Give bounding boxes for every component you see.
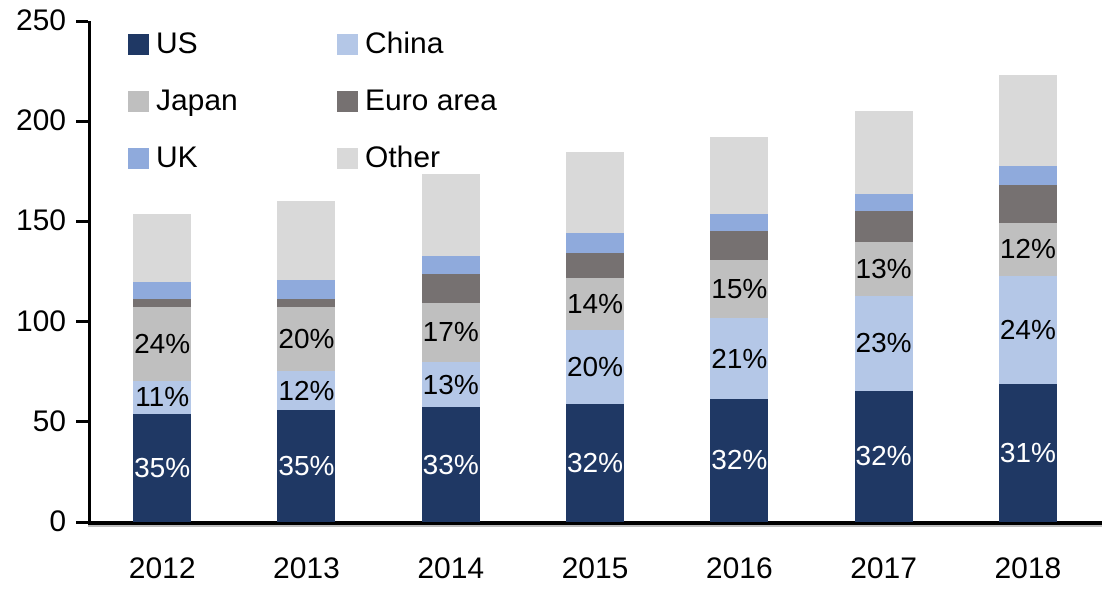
x-axis-shadow	[88, 525, 1102, 527]
bar-2012-segment-us	[133, 414, 192, 522]
bar-2018-segment-uk	[998, 166, 1057, 185]
x-tick-label-2018: 2018	[994, 552, 1062, 585]
bar-2018-segment-japan	[998, 222, 1057, 277]
x-tick-label-2016: 2016	[705, 552, 773, 585]
y-tick	[76, 119, 88, 123]
bar-2016-label-china: 21%	[711, 342, 768, 374]
bar-2014-segment-china	[421, 361, 480, 408]
bar-2013-segment-us	[277, 409, 336, 522]
x-tick-label-2015: 2015	[561, 552, 629, 585]
bar-2017-segment-us	[854, 390, 913, 522]
bar-2014-segment-us	[421, 407, 480, 522]
y-tick	[76, 520, 88, 524]
bar-2018-label-us: 31%	[999, 436, 1056, 468]
bar-2012-label-china: 11%	[135, 381, 190, 413]
x-tick-label-2017: 2017	[850, 552, 917, 585]
bar-2016-segment-us	[710, 398, 769, 522]
bar-2016-segment-japan	[710, 260, 769, 319]
legend-label-euro-area: Euro area	[365, 84, 497, 117]
bar-2015-label-china: 20%	[566, 350, 624, 382]
bar-2014-segment-other	[421, 174, 480, 256]
bar-2017-label-us: 32%	[855, 440, 912, 472]
bar-2015-segment-china	[566, 329, 624, 404]
bar-2016-segment-china	[710, 318, 769, 399]
bar-2016-segment-uk	[710, 214, 769, 232]
bar-2015-segment-uk	[566, 233, 624, 254]
y-tick	[76, 320, 88, 324]
y-tick	[76, 420, 88, 424]
bar-2014-label-china: 13%	[422, 368, 479, 400]
bar-2014-segment-japan	[421, 302, 480, 362]
bar-2013-label-china: 12%	[278, 374, 335, 406]
bar-2017-label-china: 23%	[855, 327, 912, 359]
bar-2017-segment-euro-area	[854, 211, 913, 243]
bar-2017-segment-uk	[854, 194, 913, 212]
x-tick-label-2014: 2014	[417, 552, 485, 585]
bar-2012-segment-euro-area	[133, 298, 192, 307]
y-tick-label: 0	[49, 505, 66, 538]
bar-2018-segment-china	[998, 276, 1057, 384]
bar-2016-label-us: 32%	[711, 444, 768, 476]
bar-2015-segment-japan	[566, 278, 624, 330]
bar-2012-segment-other	[133, 214, 192, 282]
bar-2017-segment-other	[854, 111, 913, 195]
bar-2018-segment-other	[998, 75, 1057, 167]
bar-2013-label-us: 35%	[278, 449, 335, 481]
bar-2018-segment-euro-area	[998, 184, 1057, 223]
bar-2014-segment-euro-area	[421, 273, 480, 303]
bar-2012-segment-china	[133, 380, 192, 415]
bar-2014-label-us: 33%	[422, 448, 479, 480]
bar-2017-label-japan: 13%	[855, 253, 912, 285]
bar-2013-segment-uk	[277, 280, 336, 300]
legend-label-other: Other	[365, 141, 441, 174]
bar-2016-label-japan: 15%	[711, 273, 768, 305]
bar-2014-segment-uk	[421, 255, 480, 274]
y-tick-label: 50	[32, 404, 66, 438]
bar-2013-segment-china	[277, 371, 336, 410]
legend-label-uk: UK	[156, 141, 198, 174]
legend-swatch-euro-area	[337, 91, 358, 112]
bar-2013-segment-japan	[277, 307, 336, 372]
bar-2015-segment-euro-area	[566, 253, 624, 279]
y-tick-label: 150	[15, 204, 66, 238]
y-tick	[76, 219, 88, 223]
bar-2013-segment-euro-area	[277, 299, 336, 308]
x-tick-label-2012: 2012	[128, 552, 196, 585]
legend-swatch-us	[128, 34, 149, 55]
bar-2015-label-japan: 14%	[566, 287, 624, 319]
bar-2012-segment-japan	[133, 306, 192, 381]
bar-2012-segment-uk	[133, 281, 192, 299]
bar-2017-segment-china	[854, 295, 913, 391]
legend-swatch-uk	[128, 148, 149, 169]
bar-2015-segment-us	[566, 403, 624, 522]
bar-2018-label-china: 24%	[999, 313, 1056, 345]
legend-label-japan: Japan	[156, 84, 238, 117]
bar-2015-segment-other	[566, 152, 624, 233]
bar-2018-segment-us	[998, 383, 1057, 522]
legend-label-us: US	[156, 27, 198, 60]
bar-2018-label-japan: 12%	[999, 233, 1056, 265]
bar-2013-label-japan: 20%	[278, 323, 335, 355]
y-tick-label: 200	[15, 104, 66, 138]
y-axis	[88, 21, 91, 526]
bar-2012-label-japan: 24%	[134, 327, 191, 359]
y-tick-label: 250	[15, 4, 66, 37]
bar-2016-segment-euro-area	[710, 231, 769, 261]
bar-2013-segment-other	[277, 201, 336, 281]
bar-2012-label-us: 35%	[134, 452, 191, 484]
legend-label-china: China	[365, 27, 444, 60]
bar-2017-segment-japan	[854, 242, 913, 296]
x-axis	[88, 521, 1102, 525]
legend-swatch-other	[337, 148, 358, 169]
legend-swatch-china	[337, 34, 358, 55]
y-tick-label: 100	[15, 304, 66, 338]
y-tick	[76, 19, 88, 23]
bar-2016-segment-other	[710, 137, 769, 215]
bar-2015-label-us: 32%	[566, 446, 624, 478]
x-tick-label-2013: 2013	[273, 552, 340, 585]
legend-swatch-japan	[128, 91, 149, 112]
bar-2014-label-japan: 17%	[422, 316, 479, 348]
